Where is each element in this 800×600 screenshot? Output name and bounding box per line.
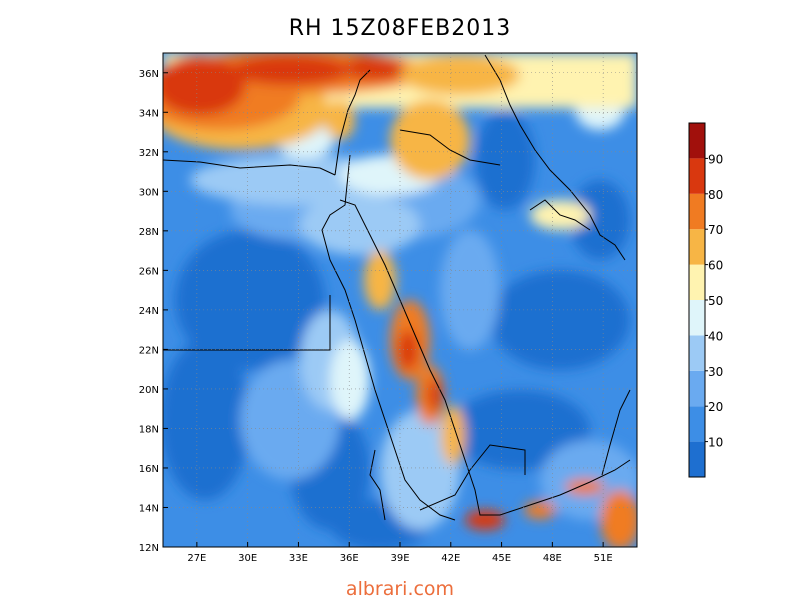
- colorbar-segment: [689, 264, 705, 300]
- lon-tick-label: 45E: [492, 553, 511, 564]
- lat-tick-label: 36N: [139, 69, 159, 80]
- colorbar-label: 10: [708, 436, 723, 450]
- lon-tick-label: 42E: [441, 553, 460, 564]
- humidity-field: [163, 53, 637, 547]
- lon-tick-label: 27E: [187, 553, 206, 564]
- colorbar-segment: [689, 229, 705, 265]
- lon-tick-label: 51E: [594, 553, 613, 564]
- lon-tick-label: 39E: [390, 553, 409, 564]
- colorbar-segment: [689, 406, 705, 442]
- colorbar-label: 30: [708, 365, 723, 379]
- colorbar-label: 70: [708, 223, 723, 237]
- lat-tick-label: 22N: [139, 345, 159, 356]
- colorbar-segment: [689, 441, 705, 477]
- lat-tick-label: 26N: [139, 266, 159, 277]
- colorbar-segment: [689, 123, 705, 159]
- lat-tick-label: 32N: [139, 148, 159, 159]
- lon-tick-label: 36E: [340, 553, 359, 564]
- axis-ticks: 27E 30E 33E 36E 39E 42E 45E 48E 51E 12N 14N 16N 18N 2…: [139, 69, 613, 564]
- colorbar-segment: [689, 370, 705, 407]
- colorbar-label: 50: [708, 294, 723, 308]
- lat-tick-label: 12N: [139, 543, 159, 554]
- colorbar-segment: [689, 193, 705, 230]
- lat-tick-label: 16N: [139, 464, 159, 475]
- lat-tick-label: 20N: [139, 385, 159, 396]
- lon-tick-label: 33E: [289, 553, 308, 564]
- colorbar-label: 80: [708, 188, 723, 202]
- colorbar-label: 40: [708, 329, 723, 343]
- lat-tick-label: 24N: [139, 306, 159, 317]
- colorbar-segment: [689, 158, 705, 194]
- lon-tick-label: 48E: [543, 553, 562, 564]
- colorbar-label: 20: [708, 400, 723, 414]
- map-title: RH 15Z08FEB2013: [288, 16, 512, 41]
- colorbar-label: 90: [708, 152, 723, 166]
- colorbar-label: 60: [708, 259, 723, 273]
- graticule: [163, 53, 637, 547]
- lon-tick-label: 30E: [238, 553, 257, 564]
- lat-tick-label: 30N: [139, 187, 159, 198]
- lat-tick-label: 28N: [139, 227, 159, 238]
- footer-watermark: albrari.com: [345, 578, 455, 600]
- lat-tick-label: 34N: [139, 108, 159, 119]
- lat-tick-label: 18N: [139, 424, 159, 435]
- colorbar-segment: [689, 335, 705, 371]
- lat-tick-label: 14N: [139, 503, 159, 514]
- colorbar: 10 20 30 40 50 60 70 80 90: [688, 122, 723, 478]
- colorbar-segment: [689, 300, 705, 336]
